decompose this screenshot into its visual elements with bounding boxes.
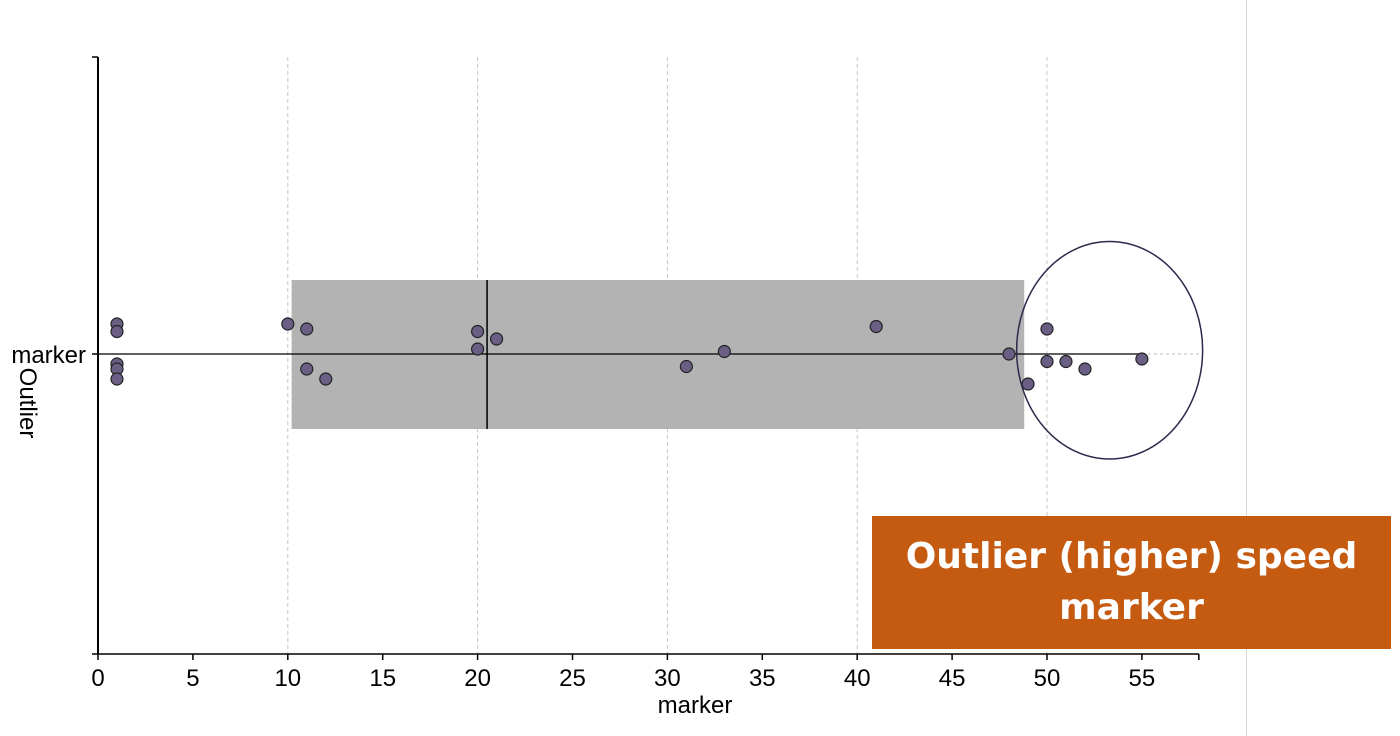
data-point <box>1135 352 1149 366</box>
data-point <box>471 324 485 339</box>
annotation-callout: Outlier (higher) speed marker <box>872 516 1391 649</box>
divider-line <box>1246 0 1247 736</box>
data-point <box>110 372 124 386</box>
outlier-highlight <box>1015 240 1204 460</box>
x-tick-label: 40 <box>844 665 871 692</box>
x-tick-label: 30 <box>654 665 681 692</box>
data-point <box>1059 354 1073 369</box>
data-point <box>110 324 124 339</box>
x-tick-label: 50 <box>1034 665 1061 692</box>
x-tick-label: 25 <box>559 665 586 692</box>
annotation-line-2: marker <box>1059 586 1204 628</box>
axes: 0 5 10 15 20 25 30 35 40 45 50 55 <box>91 56 1200 692</box>
data-point <box>489 332 504 346</box>
data-point <box>300 362 314 376</box>
x-tick-label: 15 <box>369 665 396 692</box>
data-point <box>717 344 731 359</box>
data-point <box>1040 354 1054 369</box>
x-tick-label: 10 <box>274 665 301 692</box>
data-point <box>471 342 485 356</box>
y-category-label: marker <box>11 342 86 369</box>
x-tick-label: 35 <box>749 665 776 692</box>
x-tick-label: 45 <box>939 665 966 692</box>
data-point <box>1040 322 1054 336</box>
data-point <box>679 359 693 374</box>
data-point <box>869 319 883 334</box>
data-point <box>1002 347 1016 361</box>
data-points <box>110 317 1149 391</box>
annotation-line-1: Outlier (higher) speed <box>905 536 1358 578</box>
data-point <box>300 322 314 336</box>
box-layer <box>98 280 1203 429</box>
data-point <box>1021 377 1035 391</box>
x-tick-label: 0 <box>91 665 104 692</box>
x-tick-label: 20 <box>464 665 491 692</box>
data-point <box>281 317 295 331</box>
outlier-ellipse <box>1015 240 1204 460</box>
x-tick-label: 55 <box>1129 665 1156 692</box>
y-axis-label: Outlier <box>14 368 41 439</box>
data-point <box>1078 362 1092 376</box>
x-axis-label: marker <box>658 692 733 719</box>
data-point <box>319 372 333 386</box>
x-tick-label: 5 <box>186 665 199 692</box>
